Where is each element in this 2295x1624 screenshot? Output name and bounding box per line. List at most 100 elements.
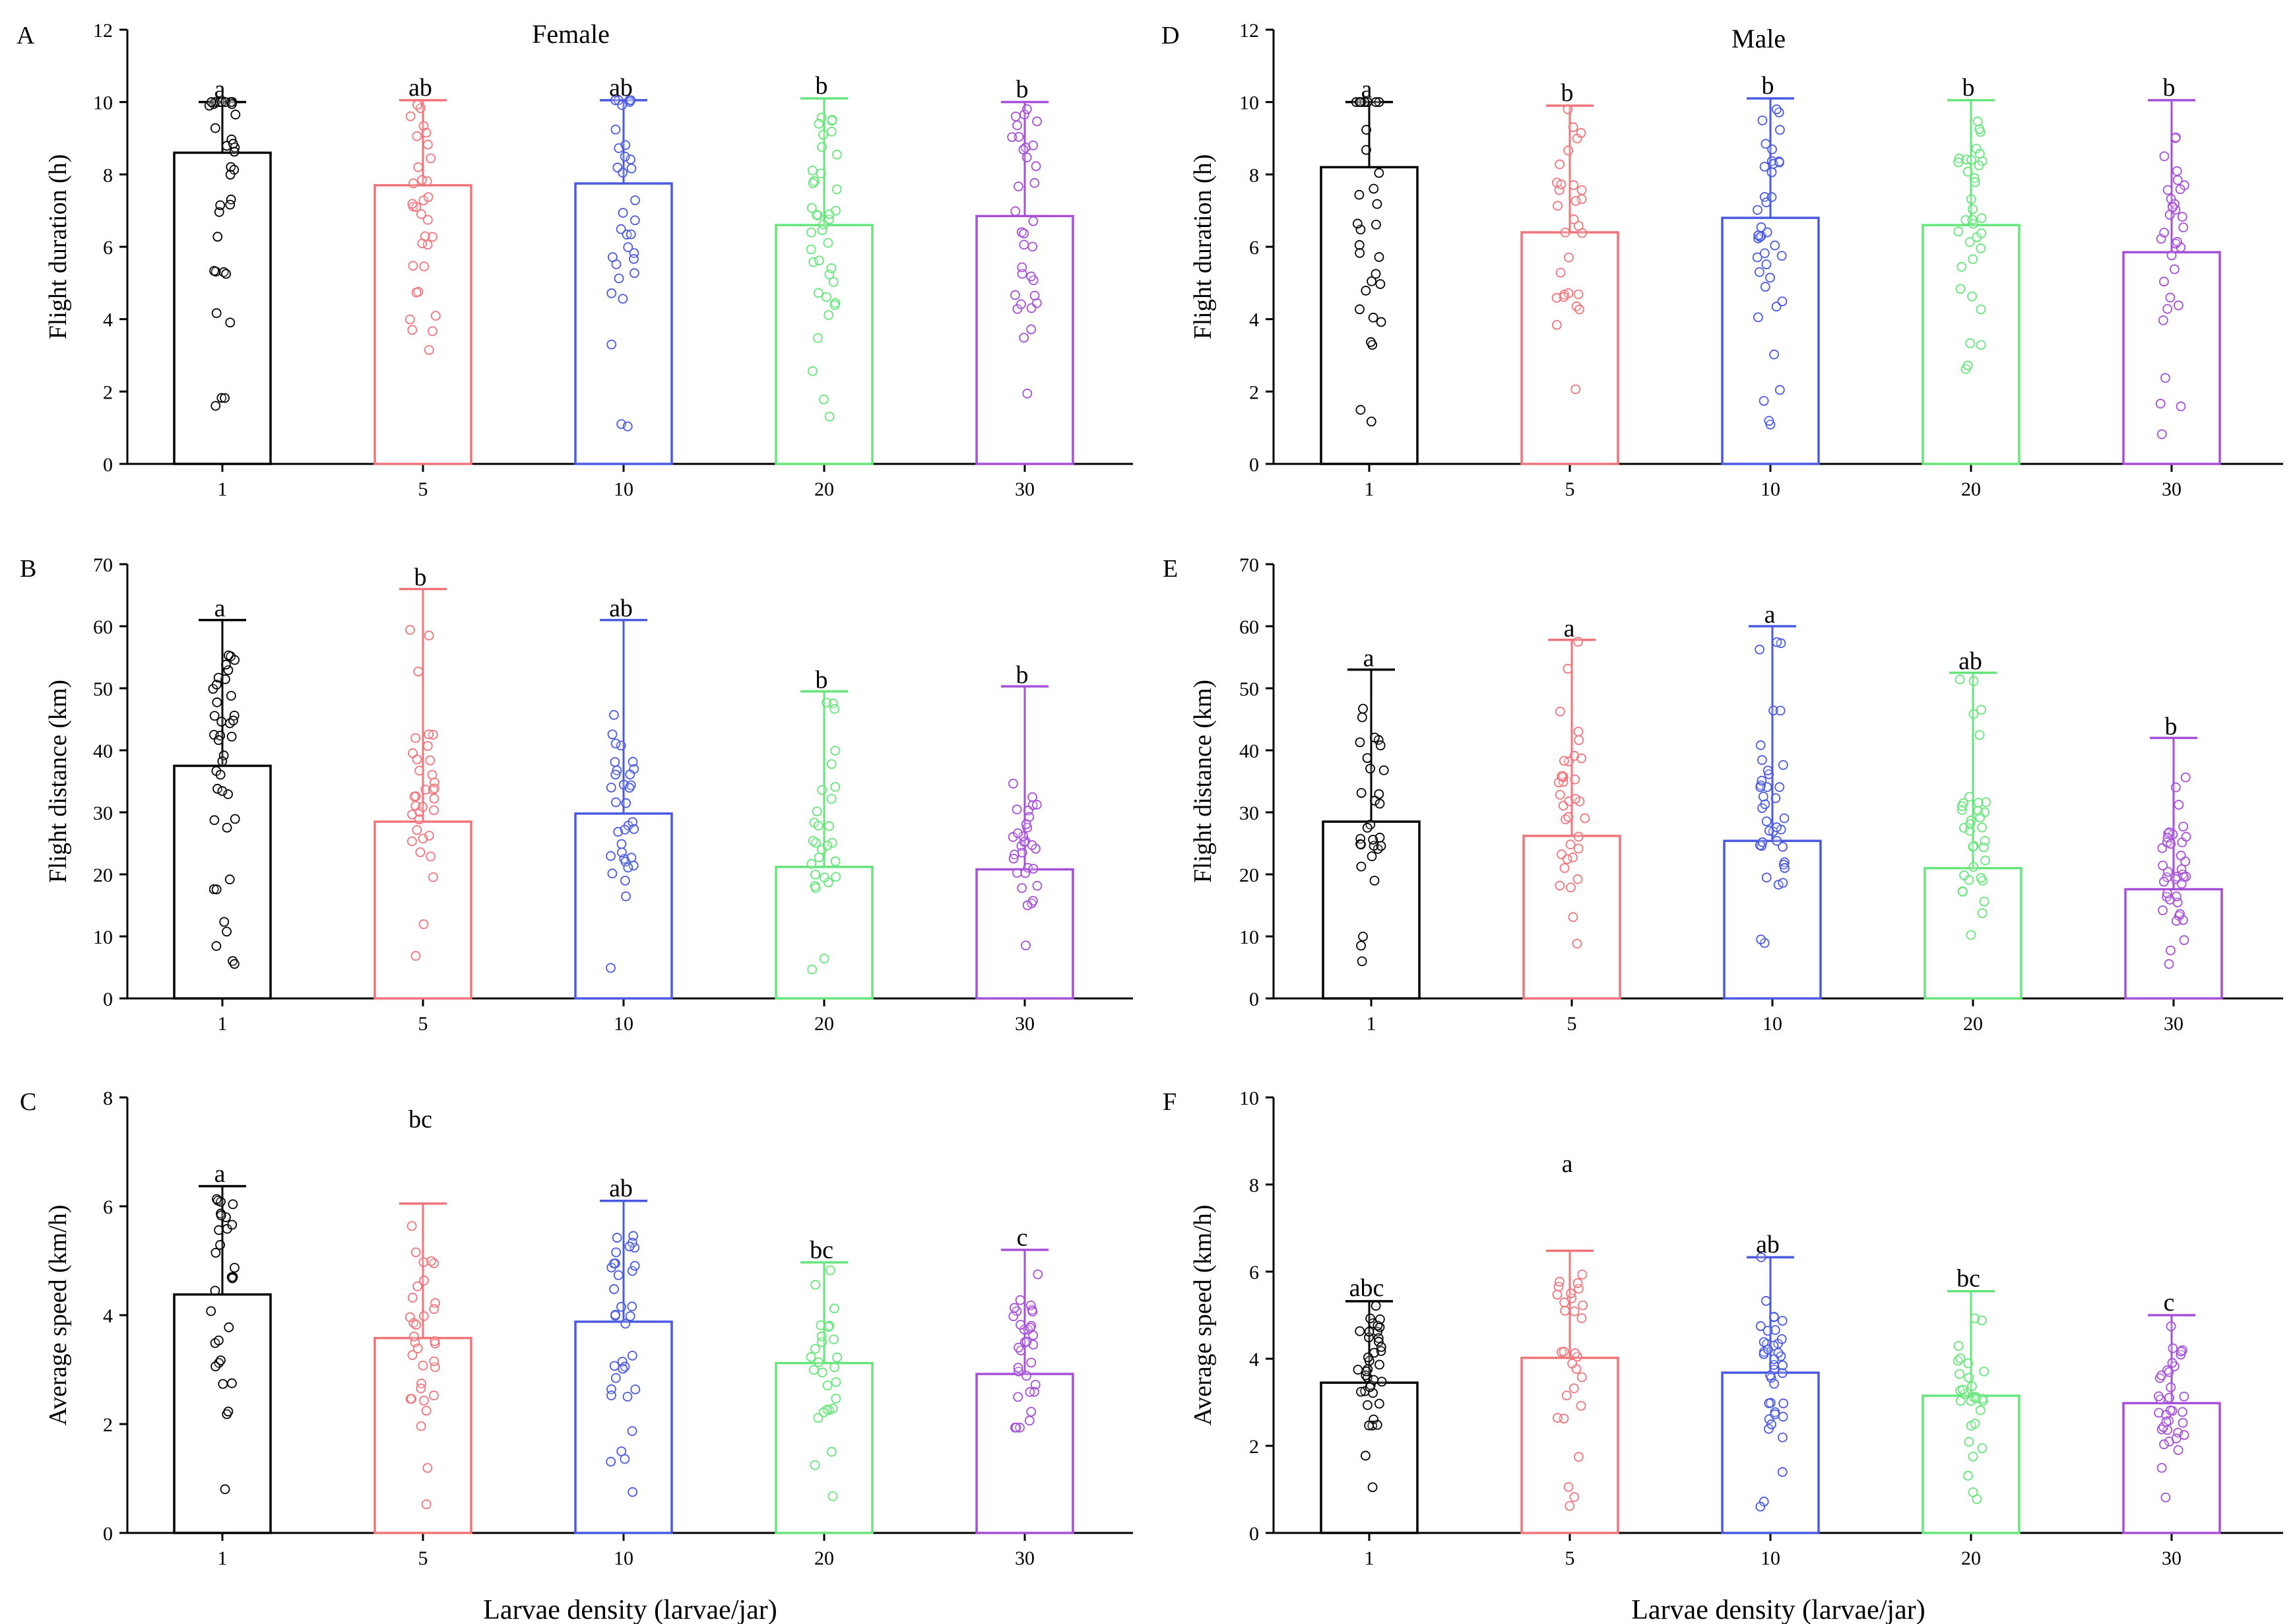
- data-point: [618, 294, 628, 304]
- y-tick-label: 0: [103, 454, 113, 476]
- x-tick-label: 1: [1367, 1013, 1376, 1035]
- data-point: [829, 300, 840, 310]
- significance-letter: bc: [810, 1236, 833, 1264]
- panel-b: 0 10 20 30 40 50 60 70 Flight distance (km) B 1 a 5 b…: [20, 554, 1133, 1035]
- data-point: [1966, 154, 1976, 165]
- y-tick-label: 0: [103, 989, 113, 1010]
- significance-letter: b: [2165, 713, 2178, 740]
- data-point: [1369, 876, 1380, 886]
- data-point: [816, 168, 826, 179]
- data-point: [1567, 1358, 1578, 1369]
- data-point: [606, 288, 617, 298]
- data-point: [1765, 1370, 1776, 1380]
- data-point: [1574, 735, 1584, 746]
- data-point: [626, 853, 637, 863]
- data-point: [1568, 912, 1578, 923]
- significance-letter: b: [1561, 79, 1574, 107]
- data-point: [1980, 855, 1991, 866]
- data-point: [1774, 782, 1785, 793]
- significance-letter: b: [1016, 76, 1029, 104]
- data-point: [1755, 644, 1764, 655]
- data-point: [407, 199, 418, 209]
- data-point: [1968, 841, 1978, 852]
- data-point: [1974, 730, 1985, 740]
- data-point: [223, 665, 234, 675]
- significance-letter: c: [2164, 1289, 2175, 1316]
- data-point: [1968, 204, 1978, 214]
- data-point: [1759, 248, 1770, 259]
- data-point: [1967, 291, 1978, 302]
- data-point: [213, 672, 224, 683]
- data-point: [1967, 214, 1978, 225]
- data-point: [1027, 840, 1037, 851]
- data-point: [2167, 1357, 2178, 1368]
- y-tick-label: 12: [93, 20, 113, 42]
- data-point: [1767, 144, 1777, 154]
- data-point: [606, 963, 616, 973]
- data-point: [822, 1380, 833, 1390]
- data-point: [2175, 909, 2185, 919]
- data-point: [1755, 1321, 1766, 1331]
- data-point: [1374, 1398, 1384, 1409]
- data-point: [1553, 1413, 1563, 1423]
- data-point: [1761, 1296, 1771, 1306]
- data-point: [2179, 935, 2189, 946]
- data-point: [810, 870, 820, 880]
- data-point: [1772, 637, 1782, 647]
- data-point: [410, 951, 421, 961]
- data-point: [1568, 180, 1579, 190]
- data-point: [808, 835, 818, 846]
- data-point: [818, 129, 828, 140]
- data-point: [1028, 216, 1039, 226]
- data-point: [405, 111, 416, 121]
- data-point: [2166, 839, 2176, 849]
- data-point: [1356, 839, 1366, 850]
- data-point: [1021, 940, 1031, 951]
- data-point: [2178, 1407, 2187, 1417]
- data-point: [620, 1318, 631, 1329]
- data-point: [215, 200, 226, 211]
- y-axis-title: Flight duration (h): [1189, 154, 1217, 340]
- data-point: [1774, 385, 1785, 395]
- data-point: [1968, 862, 1979, 872]
- data-point: [1979, 896, 1989, 907]
- data-point: [213, 735, 224, 745]
- data-point: [2178, 1417, 2188, 1428]
- data-point: [1766, 192, 1777, 203]
- data-point: [418, 802, 428, 812]
- data-point: [1757, 775, 1767, 786]
- data-point: [404, 1312, 415, 1322]
- data-point: [831, 1377, 841, 1387]
- data-point: [418, 919, 429, 929]
- data-point: [1570, 774, 1580, 785]
- data-point: [1959, 870, 1969, 880]
- data-point: [1771, 104, 1782, 115]
- data-point: [229, 146, 240, 157]
- data-point: [606, 783, 616, 793]
- data-point: [416, 1383, 426, 1394]
- data-point: [618, 1363, 628, 1374]
- bar-10: [1721, 1371, 1820, 1534]
- data-point: [611, 797, 621, 808]
- data-point: [1962, 166, 1973, 177]
- data-point: [222, 926, 232, 937]
- data-point: [1759, 396, 1769, 406]
- data-point: [224, 874, 235, 885]
- data-point: [606, 1390, 616, 1401]
- data-point: [813, 820, 824, 831]
- y-tick-label: 2: [1249, 1436, 1259, 1458]
- data-point: [813, 333, 823, 343]
- data-point: [418, 833, 428, 844]
- data-point: [2154, 1391, 2164, 1402]
- panel-letter: B: [20, 555, 36, 583]
- data-point: [1565, 839, 1576, 850]
- data-point: [616, 839, 627, 849]
- data-point: [1358, 931, 1368, 942]
- data-point: [822, 840, 833, 851]
- data-point: [1013, 1392, 1023, 1402]
- data-point: [419, 261, 430, 272]
- data-point: [227, 1378, 237, 1388]
- data-point: [1576, 1372, 1587, 1382]
- data-point: [430, 783, 439, 794]
- data-point: [421, 127, 432, 138]
